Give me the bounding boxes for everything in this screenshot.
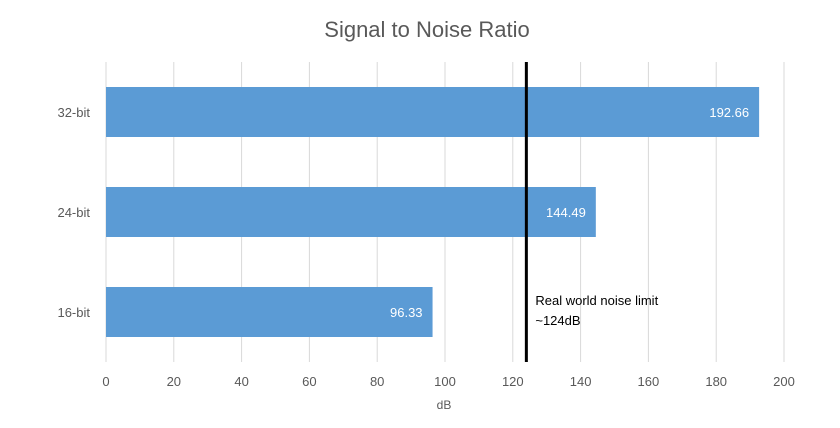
x-tick-label: 200 <box>773 374 795 389</box>
x-tick-label: 60 <box>302 374 316 389</box>
x-tick-label: 40 <box>234 374 248 389</box>
bars: 192.66 144.49 96.33 <box>106 87 760 337</box>
bar-24-bit <box>106 187 596 237</box>
bar-32-bit <box>106 87 760 137</box>
y-tick-label: 32-bit <box>57 105 90 120</box>
chart-title: Signal to Noise Ratio <box>324 17 529 42</box>
x-axis-label: dB <box>437 398 452 412</box>
x-tick-label: 180 <box>705 374 727 389</box>
data-label-16-bit: 96.33 <box>390 305 423 320</box>
tick-labels: 0 20 40 60 80 100 120 140 160 180 200 32-bit 24-bit 1… <box>57 105 794 389</box>
x-tick-label: 100 <box>434 374 456 389</box>
x-tick-label: 160 <box>638 374 660 389</box>
x-tick-label: 140 <box>570 374 592 389</box>
reference-line-group: Real world noise limit ~124dB <box>524 62 659 362</box>
y-tick-label: 24-bit <box>57 205 90 220</box>
data-label-24-bit: 144.49 <box>546 205 586 220</box>
noise-limit-label-line-1: Real world noise limit <box>535 293 658 308</box>
noise-limit-label-line-2: ~124dB <box>535 313 580 328</box>
x-tick-label: 0 <box>102 374 109 389</box>
y-tick-label: 16-bit <box>57 305 90 320</box>
x-tick-label: 120 <box>502 374 524 389</box>
bar-16-bit <box>106 287 433 337</box>
x-tick-label: 20 <box>167 374 181 389</box>
x-tick-label: 80 <box>370 374 384 389</box>
data-label-32-bit: 192.66 <box>709 105 749 120</box>
